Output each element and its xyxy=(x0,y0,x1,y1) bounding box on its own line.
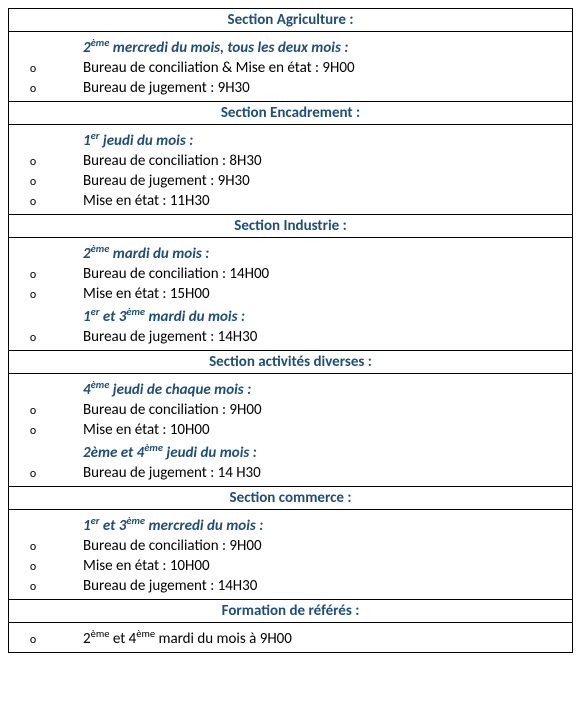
list-item: oBureau de conciliation : 9H00 xyxy=(13,537,568,555)
list-item: oMise en état : 10H00 xyxy=(13,421,568,439)
item-text: Mise en état : 10H00 xyxy=(53,557,210,575)
section-header: Section activités diverses : xyxy=(9,351,573,374)
list-item: oBureau de jugement : 14 H30 xyxy=(13,464,568,482)
item-text: Mise en état : 15H00 xyxy=(53,285,210,303)
bullet-icon: o xyxy=(13,82,53,96)
list-item: oBureau de jugement : 9H30 xyxy=(13,79,568,97)
bullet-icon: o xyxy=(13,62,53,76)
item-text: Bureau de conciliation & Mise en état : … xyxy=(53,59,355,77)
schedule-line: 4ème jeudi de chaque mois : xyxy=(13,378,568,399)
item-text: 2ème et 4ème mardi du mois à 9H00 xyxy=(53,627,292,648)
bullet-icon: o xyxy=(13,424,53,438)
section-header: Section commerce : xyxy=(9,487,573,510)
item-text: Bureau de conciliation : 9H00 xyxy=(53,537,262,555)
item-text: Mise en état : 10H00 xyxy=(53,421,210,439)
schedule-line: 2ème mardi du mois : xyxy=(13,242,568,263)
bullet-icon: o xyxy=(13,580,53,594)
section-body: o2ème et 4ème mardi du mois à 9H00 xyxy=(9,623,573,653)
section-body: 2ème mardi du mois :oBureau de conciliat… xyxy=(9,238,573,351)
item-text: Bureau de jugement : 14H30 xyxy=(53,577,257,595)
list-item: oMise en état : 10H00 xyxy=(13,557,568,575)
section-header: Section Agriculture : xyxy=(9,9,573,32)
item-text: Bureau de jugement : 9H30 xyxy=(53,79,250,97)
section-body: 1er et 3ème mercredi du mois :oBureau de… xyxy=(9,510,573,600)
bullet-icon: o xyxy=(13,404,53,418)
item-text: Bureau de jugement : 14H30 xyxy=(53,328,257,346)
item-text: Bureau de jugement : 14 H30 xyxy=(53,464,261,482)
section-header: Section Industrie : xyxy=(9,215,573,238)
bullet-icon: o xyxy=(13,540,53,554)
item-text: Bureau de jugement : 9H30 xyxy=(53,172,250,190)
item-text: Bureau de conciliation : 8H30 xyxy=(53,152,262,170)
schedule-line: 1er jeudi du mois : xyxy=(13,129,568,150)
item-text: Mise en état : 11H30 xyxy=(53,192,210,210)
list-item: oBureau de jugement : 9H30 xyxy=(13,172,568,190)
section-header: Section Encadrement : xyxy=(9,102,573,125)
schedule-line: 2ème mercredi du mois, tous les deux moi… xyxy=(13,36,568,57)
list-item: oBureau de conciliation : 8H30 xyxy=(13,152,568,170)
schedule-line: 1er et 3ème mardi du mois : xyxy=(13,305,568,326)
bullet-icon: o xyxy=(13,467,53,481)
bullet-icon: o xyxy=(13,288,53,302)
list-item: oBureau de conciliation : 9H00 xyxy=(13,401,568,419)
bullet-icon: o xyxy=(13,155,53,169)
list-item: oBureau de jugement : 14H30 xyxy=(13,577,568,595)
schedule-table: Section Agriculture : 2ème mercredi du mo… xyxy=(8,8,573,653)
bullet-icon: o xyxy=(13,331,53,345)
list-item: oMise en état : 15H00 xyxy=(13,285,568,303)
section-body: 4ème jeudi de chaque mois :oBureau de co… xyxy=(9,374,573,487)
section-body: 1er jeudi du mois :oBureau de conciliati… xyxy=(9,125,573,215)
schedule-line: 1er et 3ème mercredi du mois : xyxy=(13,514,568,535)
list-item: o2ème et 4ème mardi du mois à 9H00 xyxy=(13,627,568,648)
bullet-icon: o xyxy=(13,175,53,189)
item-text: Bureau de conciliation : 14H00 xyxy=(53,265,269,283)
section-body: 2ème mercredi du mois, tous les deux moi… xyxy=(9,32,573,102)
schedule-line: 2ème et 4ème jeudi du mois : xyxy=(13,441,568,462)
bullet-icon: o xyxy=(13,560,53,574)
item-text: Bureau de conciliation : 9H00 xyxy=(53,401,262,419)
bullet-icon: o xyxy=(13,268,53,282)
bullet-icon: o xyxy=(13,633,53,647)
section-header: Formation de référés : xyxy=(9,600,573,623)
list-item: oBureau de conciliation & Mise en état :… xyxy=(13,59,568,77)
list-item: oMise en état : 11H30 xyxy=(13,192,568,210)
list-item: oBureau de conciliation : 14H00 xyxy=(13,265,568,283)
bullet-icon: o xyxy=(13,195,53,209)
list-item: oBureau de jugement : 14H30 xyxy=(13,328,568,346)
